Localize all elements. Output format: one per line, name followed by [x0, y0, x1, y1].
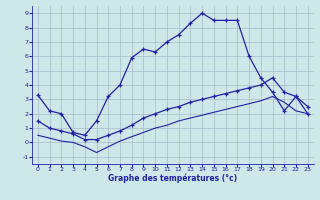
X-axis label: Graphe des températures (°c): Graphe des températures (°c)	[108, 174, 237, 183]
